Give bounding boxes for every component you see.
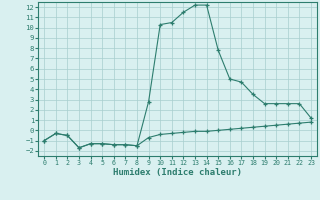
X-axis label: Humidex (Indice chaleur): Humidex (Indice chaleur) — [113, 168, 242, 177]
